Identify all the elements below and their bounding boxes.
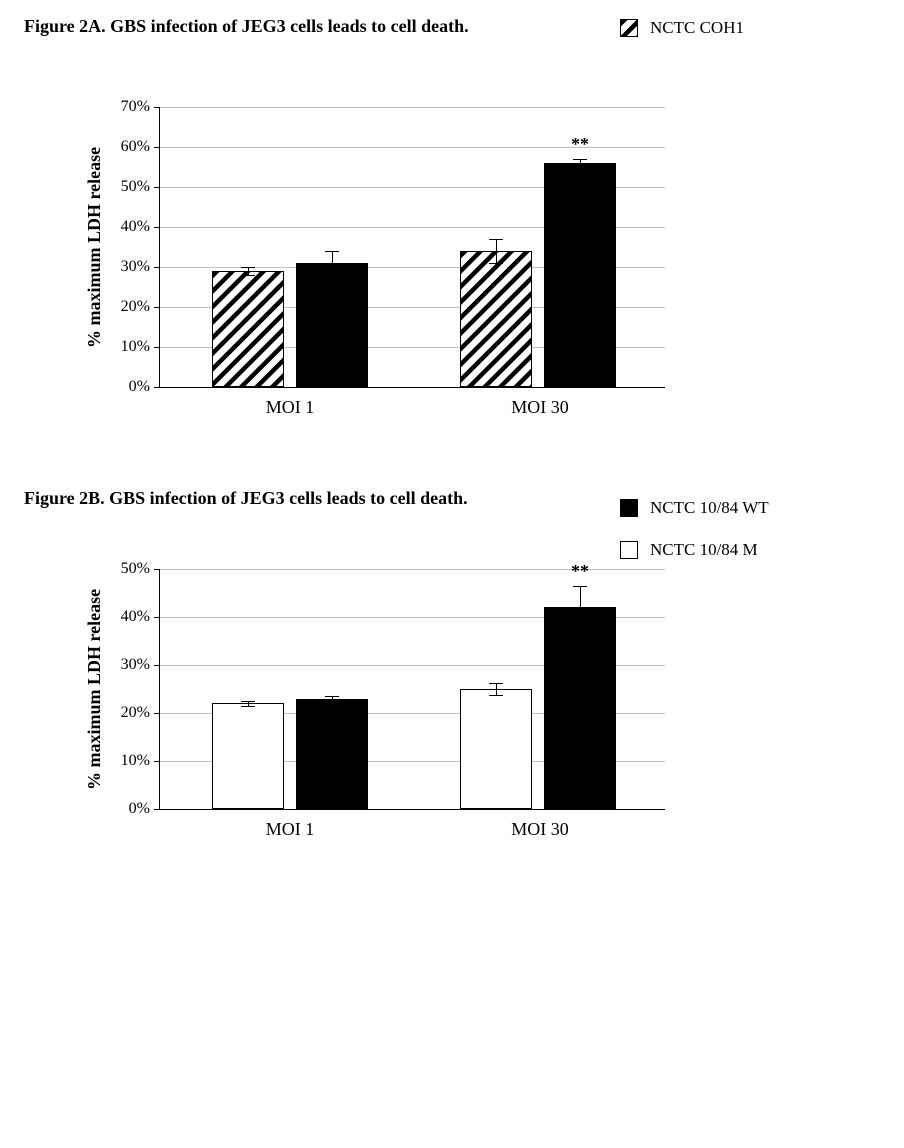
legend-swatch-icon xyxy=(620,499,638,517)
bar-COH1 xyxy=(212,271,284,387)
legend-label: NCTC 10/84 M xyxy=(650,540,758,560)
bar-COH1 xyxy=(460,251,532,387)
legend-label: NCTC COH1 xyxy=(650,18,744,38)
y-tick-label: 20% xyxy=(121,704,160,722)
error-bar xyxy=(496,683,497,695)
y-tick-label: 0% xyxy=(129,378,160,396)
error-bar-cap xyxy=(489,263,503,264)
hatch-fill-icon xyxy=(461,252,531,386)
error-bar-cap xyxy=(489,695,503,696)
hatch-fill-icon xyxy=(213,272,283,386)
figure-a-legend: NCTC 10/84 WTNCTC COH1 xyxy=(620,0,769,60)
figure-panel-a: Figure 2A. GBS infection of JEG3 cells l… xyxy=(20,16,884,388)
error-bar-cap xyxy=(241,706,255,707)
x-group-label: MOI 1 xyxy=(266,387,315,418)
legend-label: NCTC 10/84 WT xyxy=(650,498,769,518)
error-bar xyxy=(496,239,497,263)
y-tick-label: 30% xyxy=(121,656,160,674)
error-bar-cap xyxy=(241,275,255,276)
gridline xyxy=(160,107,665,108)
y-tick-label: 20% xyxy=(121,298,160,316)
error-bar-cap xyxy=(241,701,255,702)
error-bar-cap xyxy=(573,159,587,160)
x-group-label: MOI 30 xyxy=(511,387,569,418)
x-group-label: MOI 1 xyxy=(266,809,315,840)
figure-b-y-axis-label: % maximum LDH release xyxy=(80,569,105,810)
error-bar-cap xyxy=(489,239,503,240)
bar-WT xyxy=(296,699,368,809)
error-bar-cap xyxy=(573,167,587,168)
error-bar xyxy=(580,586,581,629)
figure-b-legend: NCTC 10/84 WT NCTC 10/84 M xyxy=(620,498,769,582)
figure-a-y-axis-label: % maximum LDH release xyxy=(80,107,105,388)
legend-item: NCTC COH1 xyxy=(620,18,769,38)
error-bar xyxy=(248,267,249,275)
error-bar xyxy=(580,159,581,167)
error-bar-cap xyxy=(573,629,587,630)
error-bar-cap xyxy=(325,701,339,702)
y-tick-label: 50% xyxy=(121,560,160,578)
error-bar-cap xyxy=(325,275,339,276)
error-bar-cap xyxy=(325,696,339,697)
legend-swatch-icon xyxy=(620,19,638,37)
bar-M xyxy=(460,689,532,809)
bar-WT xyxy=(296,263,368,387)
figure-a-plot-area: 0%10%20%30%40%50%60%70%MOI 1**MOI 30 xyxy=(159,107,665,388)
y-tick-label: 10% xyxy=(121,752,160,770)
y-tick-label: 50% xyxy=(121,178,160,196)
hatch-fill-icon xyxy=(621,20,637,36)
y-tick-label: 60% xyxy=(121,138,160,156)
bar-WT xyxy=(544,607,616,809)
y-tick-label: 10% xyxy=(121,338,160,356)
y-tick-label: 30% xyxy=(121,258,160,276)
legend-item: NCTC 10/84 M xyxy=(620,540,769,560)
gridline xyxy=(160,569,665,570)
error-bar-cap xyxy=(241,267,255,268)
error-bar xyxy=(332,251,333,275)
significance-annotation: ** xyxy=(571,134,589,155)
legend-swatch-icon xyxy=(620,541,638,559)
error-bar-cap xyxy=(325,251,339,252)
y-tick-label: 70% xyxy=(121,98,160,116)
y-tick-label: 40% xyxy=(121,218,160,236)
bar-M xyxy=(212,703,284,809)
gridline xyxy=(160,147,665,148)
y-tick-label: 40% xyxy=(121,608,160,626)
bar-WT xyxy=(544,163,616,387)
significance-annotation: ** xyxy=(571,561,589,582)
figure-b-plot-area: 0%10%20%30%40%50%MOI 1**MOI 30 xyxy=(159,569,665,810)
figure-panel-b: Figure 2B. GBS infection of JEG3 cells l… xyxy=(20,488,884,810)
legend-item: NCTC 10/84 WT xyxy=(620,498,769,518)
y-tick-label: 0% xyxy=(129,800,160,818)
error-bar-cap xyxy=(489,683,503,684)
error-bar-cap xyxy=(573,586,587,587)
x-group-label: MOI 30 xyxy=(511,809,569,840)
